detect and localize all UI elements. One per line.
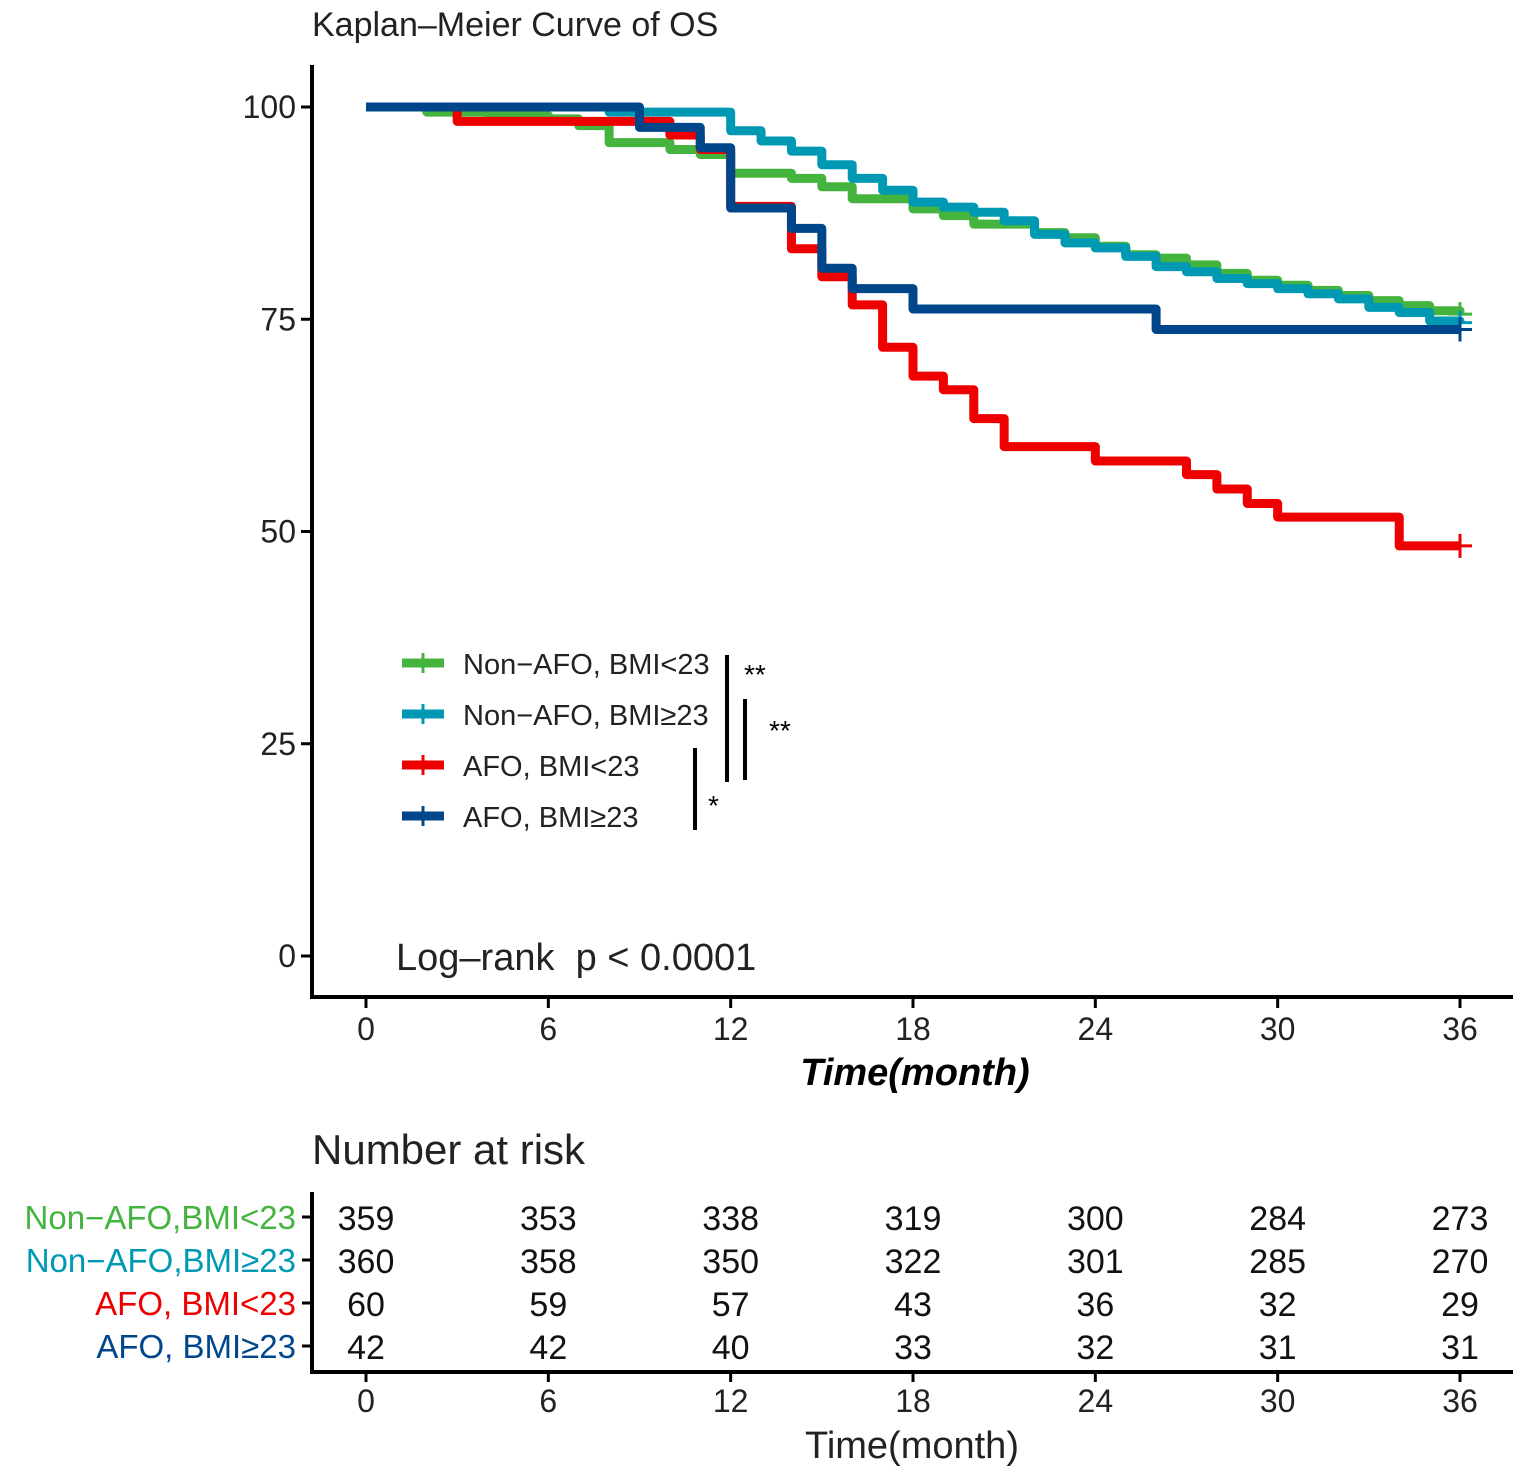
risk-x-tick-label: 24	[1078, 1383, 1114, 1419]
x-tick-label: 36	[1442, 1011, 1478, 1047]
risk-cell: 29	[1441, 1286, 1479, 1324]
risk-x-tick-label: 30	[1260, 1383, 1296, 1419]
risk-cell: 353	[520, 1200, 577, 1238]
risk-cell: 31	[1441, 1329, 1479, 1367]
legend-label: Non−AFO, BMI≥23	[463, 700, 709, 732]
y-tick-label: 0	[278, 938, 296, 974]
risk-cell: 338	[702, 1200, 759, 1238]
risk-x-tick-label: 18	[895, 1383, 931, 1419]
sig-label-red-blue: *	[708, 790, 719, 821]
km-curve-afo-bmi-23	[366, 102, 1460, 334]
risk-x-axis-label: Time(month)	[805, 1425, 1019, 1467]
risk-cell: 273	[1432, 1200, 1489, 1238]
risk-x-tick-label: 6	[539, 1383, 557, 1419]
risk-cell: 358	[520, 1243, 577, 1281]
risk-cell: 285	[1249, 1243, 1306, 1281]
y-tick-label: 100	[243, 89, 296, 125]
axis-ticks: 0 6 12 18 24 30 36 0 25 50 75 100	[243, 89, 1478, 1047]
risk-x-tick-label: 0	[357, 1383, 375, 1419]
km-curve-non-afo-bmi-23	[366, 102, 1465, 316]
censor-mark	[1448, 317, 1472, 342]
risk-table-title: Number at risk	[312, 1126, 586, 1173]
risk-cell: 59	[529, 1286, 567, 1324]
risk-cell: 57	[712, 1286, 750, 1324]
y-tick-label: 75	[260, 301, 296, 337]
risk-cell: 42	[529, 1329, 567, 1367]
risk-cell: 60	[347, 1286, 385, 1324]
risk-table: Non−AFO,BMI<23 359 353 338 319 300 284 273Non−A…	[25, 1199, 1489, 1419]
risk-cell: 32	[1259, 1286, 1297, 1324]
legend: Non−AFO, BMI<23 Non−AFO, BMI≥23 AFO, BMI<2…	[402, 649, 710, 834]
risk-row-label: Non−AFO,BMI≥23	[26, 1242, 296, 1279]
x-tick-label: 6	[539, 1011, 557, 1047]
risk-cell: 32	[1076, 1329, 1114, 1367]
risk-x-tick-label: 36	[1442, 1383, 1478, 1419]
legend-label: Non−AFO, BMI<23	[463, 649, 710, 681]
risk-cell: 43	[894, 1286, 932, 1324]
risk-cell: 350	[702, 1243, 759, 1281]
risk-cell: 319	[885, 1200, 942, 1238]
legend-label: AFO, BMI<23	[463, 751, 639, 783]
censor-mark	[1448, 533, 1472, 558]
risk-cell: 359	[338, 1200, 395, 1238]
x-tick-label: 12	[713, 1011, 749, 1047]
risk-cell: 40	[712, 1329, 750, 1367]
sig-label-green-red: **	[744, 659, 766, 690]
risk-cell: 42	[347, 1329, 385, 1367]
y-tick-label: 50	[260, 514, 296, 550]
risk-cell: 322	[885, 1243, 942, 1281]
risk-row-label: Non−AFO,BMI<23	[25, 1199, 296, 1236]
risk-row-label: AFO, BMI<23	[95, 1285, 296, 1322]
risk-cell: 300	[1067, 1200, 1124, 1238]
legend-label: AFO, BMI≥23	[463, 802, 638, 834]
significance-brackets: ** ** *	[693, 655, 791, 830]
x-tick-label: 18	[895, 1011, 931, 1047]
risk-row-label: AFO, BMI≥23	[96, 1328, 296, 1365]
chart-title: Kaplan–Meier Curve of OS	[312, 6, 718, 44]
risk-cell: 360	[338, 1243, 395, 1281]
x-tick-label: 0	[357, 1011, 375, 1047]
risk-cell: 270	[1432, 1243, 1489, 1281]
x-axis-label: Time(month)	[800, 1052, 1029, 1094]
sig-label-teal-red: **	[769, 715, 791, 746]
risk-x-tick-label: 12	[713, 1383, 749, 1419]
x-tick-label: 24	[1078, 1011, 1114, 1047]
curves	[366, 102, 1472, 558]
risk-cell: 31	[1259, 1329, 1297, 1367]
x-tick-label: 30	[1260, 1011, 1296, 1047]
risk-cell: 33	[894, 1329, 932, 1367]
y-tick-label: 25	[260, 726, 296, 762]
risk-cell: 36	[1076, 1286, 1114, 1324]
km-curve-non-afo-bmi-23	[366, 102, 1465, 326]
logrank-annotation: Log–rank p < 0.0001	[396, 937, 756, 979]
risk-cell: 284	[1249, 1200, 1306, 1238]
risk-cell: 301	[1067, 1243, 1124, 1281]
